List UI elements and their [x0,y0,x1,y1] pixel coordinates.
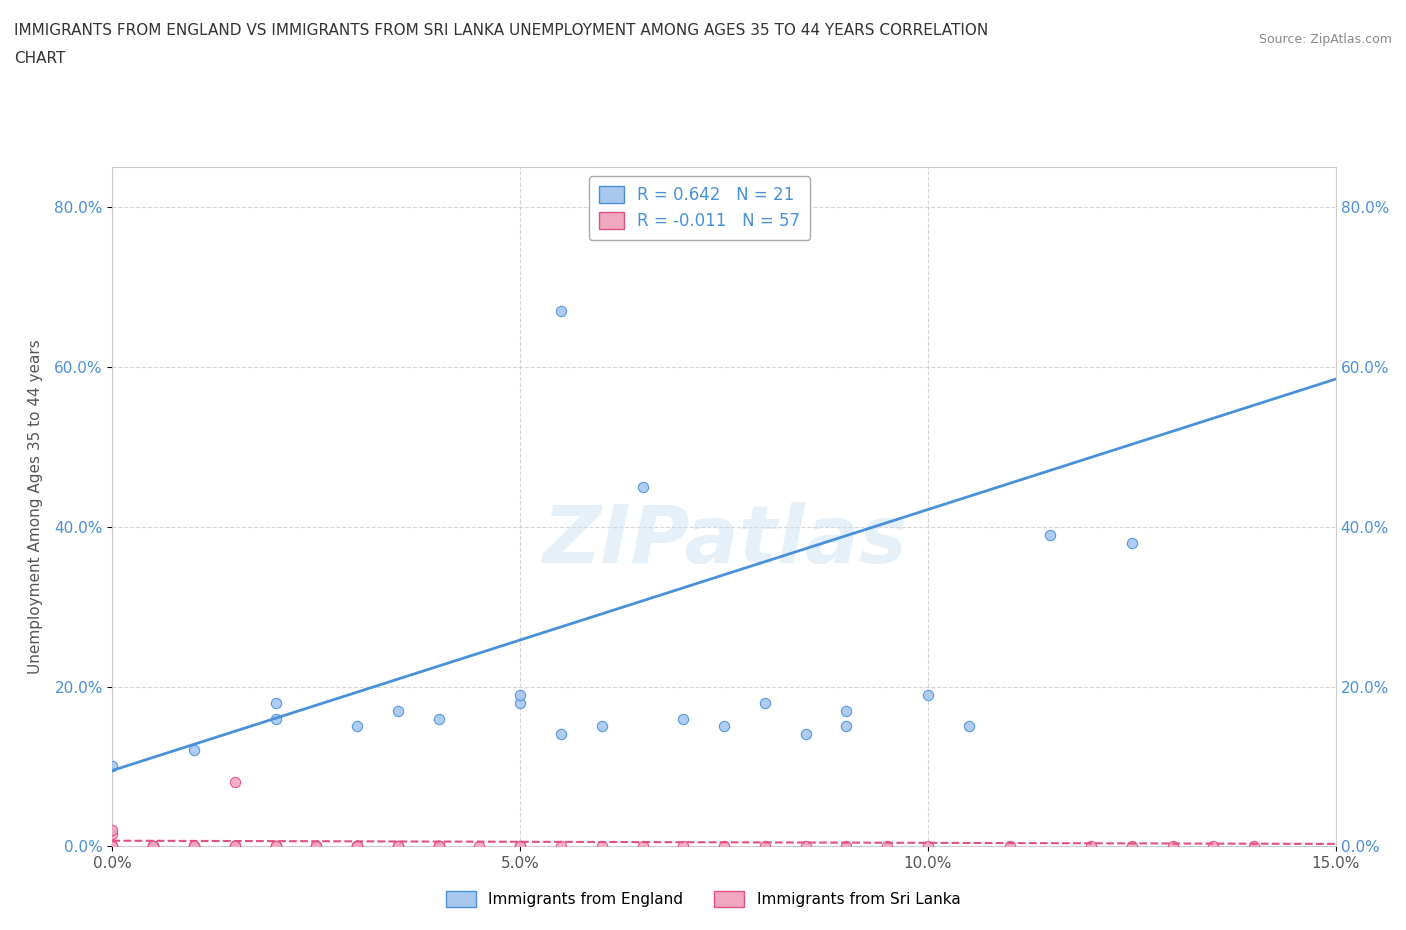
Point [183,839,205,854]
Point [1121,839,1143,854]
Point [387,839,409,854]
Point [224,839,246,854]
Point [509,839,531,854]
Y-axis label: Unemployment Among Ages 35 to 44 years: Unemployment Among Ages 35 to 44 years [28,339,44,674]
Point [142,839,165,854]
Point [183,839,205,854]
Point [917,687,939,702]
Point [1243,839,1265,854]
Point [876,839,898,854]
Point [101,823,124,838]
Point [264,695,287,710]
Point [509,695,531,710]
Point [672,839,695,854]
Point [1039,527,1062,542]
Point [509,839,531,854]
Legend: Immigrants from England, Immigrants from Sri Lanka: Immigrants from England, Immigrants from… [440,884,966,913]
Point [346,839,368,854]
Point [264,839,287,854]
Point [427,839,450,854]
Point [509,839,531,854]
Point [591,719,613,734]
Point [427,711,450,726]
Point [101,839,124,854]
Point [427,839,450,854]
Point [427,839,450,854]
Point [835,703,858,718]
Point [224,775,246,790]
Point [1161,839,1184,854]
Point [346,719,368,734]
Point [794,839,817,854]
Point [1121,536,1143,551]
Point [713,839,735,854]
Point [305,839,328,854]
Point [264,839,287,854]
Point [101,839,124,854]
Point [224,839,246,854]
Point [183,743,205,758]
Point [631,480,654,495]
Point [754,839,776,854]
Point [101,827,124,842]
Point [550,304,572,319]
Legend: R = 0.642   N = 21, R = -0.011   N = 57: R = 0.642 N = 21, R = -0.011 N = 57 [589,176,810,240]
Point [183,839,205,854]
Point [550,839,572,854]
Point [550,727,572,742]
Point [142,839,165,854]
Point [142,839,165,854]
Point [142,839,165,854]
Point [142,839,165,854]
Point [917,839,939,854]
Point [509,687,531,702]
Point [468,839,491,854]
Point [346,839,368,854]
Point [387,839,409,854]
Point [183,839,205,854]
Point [101,839,124,854]
Point [835,839,858,854]
Text: Source: ZipAtlas.com: Source: ZipAtlas.com [1258,33,1392,46]
Point [224,839,246,854]
Point [264,839,287,854]
Point [305,839,328,854]
Point [794,727,817,742]
Point [754,695,776,710]
Point [305,839,328,854]
Point [591,839,613,854]
Point [427,839,450,854]
Point [264,711,287,726]
Point [672,711,695,726]
Point [957,719,980,734]
Point [998,839,1021,854]
Point [387,839,409,854]
Point [1202,839,1225,854]
Point [387,703,409,718]
Point [101,759,124,774]
Point [101,839,124,854]
Point [631,839,654,854]
Text: CHART: CHART [14,51,66,66]
Point [346,839,368,854]
Point [713,719,735,734]
Point [264,839,287,854]
Point [835,719,858,734]
Point [346,839,368,854]
Point [1080,839,1102,854]
Text: IMMIGRANTS FROM ENGLAND VS IMMIGRANTS FROM SRI LANKA UNEMPLOYMENT AMONG AGES 35 : IMMIGRANTS FROM ENGLAND VS IMMIGRANTS FR… [14,23,988,38]
Text: ZIPatlas: ZIPatlas [541,502,907,579]
